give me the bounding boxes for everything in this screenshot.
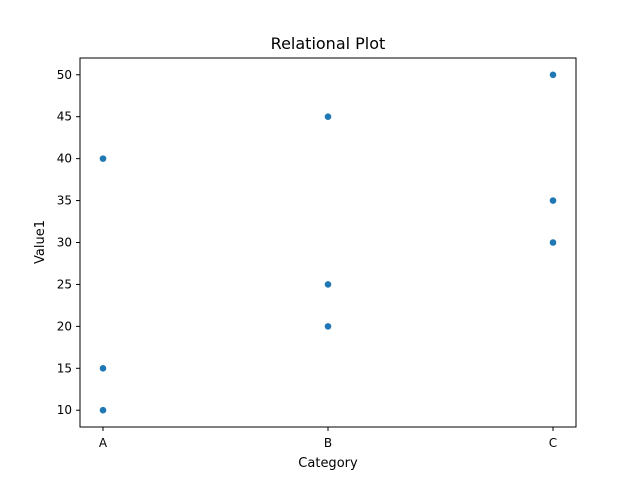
- data-point: [324, 322, 332, 331]
- data-point: [549, 196, 557, 205]
- y-tick-label: 35: [57, 194, 72, 208]
- x-ticks: A B C: [99, 427, 557, 450]
- data-point: [99, 406, 107, 415]
- data-point: [99, 154, 107, 163]
- chart-title: Relational Plot: [271, 34, 386, 53]
- data-point: [549, 70, 557, 79]
- data-point: [324, 280, 332, 289]
- x-axis-label: Category: [298, 456, 358, 471]
- y-tick-label: 25: [57, 277, 72, 291]
- points-layer: [99, 70, 557, 415]
- data-point: [99, 364, 107, 373]
- y-axis-label: Value1: [33, 220, 48, 264]
- x-tick-label: A: [99, 436, 108, 450]
- data-point: [324, 112, 332, 121]
- y-tick-label: 10: [57, 403, 72, 417]
- y-ticks: 10 15 20 25 30 35 40 45 50: [57, 68, 80, 417]
- y-tick-label: 45: [57, 110, 72, 124]
- y-tick-label: 50: [57, 68, 72, 82]
- y-tick-label: 30: [57, 236, 72, 250]
- y-tick-label: 20: [57, 319, 72, 333]
- plot-area-frame: [79, 57, 577, 428]
- data-point: [549, 238, 557, 247]
- y-tick-label: 40: [57, 152, 72, 166]
- x-tick-label: B: [324, 436, 332, 450]
- y-tick-label: 15: [57, 361, 72, 375]
- x-tick-label: C: [549, 436, 557, 450]
